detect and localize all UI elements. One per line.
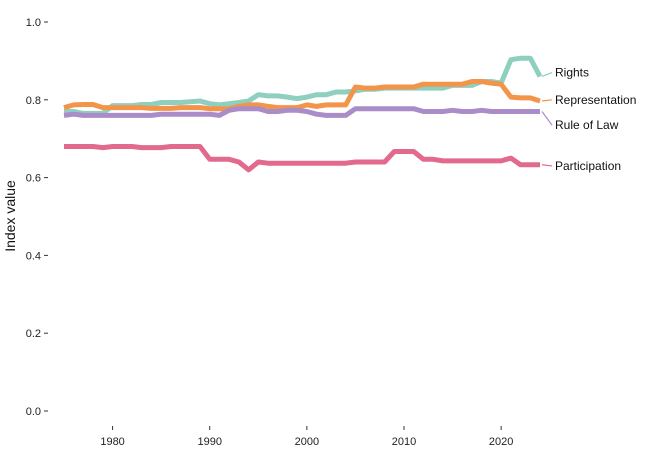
y-tick-label: 1.0	[26, 17, 41, 29]
series-label-leader	[541, 111, 553, 126]
x-tick-label: 1980	[100, 436, 124, 448]
y-axis: 0.0 0.2 0.4 0.6 0.8 1.0	[26, 17, 48, 418]
series-label-rule-of-law: Rule of Law	[555, 118, 619, 132]
y-tick-label: 0.2	[26, 328, 41, 340]
series-label-representation: Representation	[555, 93, 636, 107]
y-tick-label: 0.6	[26, 173, 41, 185]
series-label-leader	[541, 99, 553, 102]
x-tick-label: 1990	[197, 436, 221, 448]
x-axis: 1980 1990 2000 2010 2020	[100, 426, 513, 448]
series-label-leader	[541, 72, 553, 78]
x-tick-label: 2000	[295, 436, 319, 448]
y-tick-label: 0.8	[26, 95, 41, 107]
series-labels: Rights Representation Rule of Law Participa…	[541, 66, 636, 173]
series-label-participation: Participation	[555, 159, 621, 173]
series-label-leader	[541, 164, 553, 167]
series-line-rule-of-law	[63, 106, 540, 118]
series-lines	[63, 55, 543, 173]
y-axis-title: Index value	[2, 180, 18, 252]
series-label-rights: Rights	[555, 66, 589, 80]
series-line-representation	[63, 79, 541, 112]
x-tick-label: 2010	[392, 436, 416, 448]
series-line-participation	[64, 144, 540, 173]
y-tick-label: 0.4	[26, 250, 41, 262]
x-tick-label: 2020	[489, 436, 513, 448]
y-tick-label: 0.0	[26, 406, 41, 418]
